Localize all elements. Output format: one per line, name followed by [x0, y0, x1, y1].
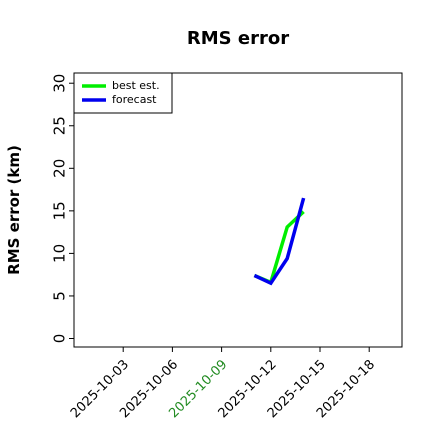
- y-tick-label: 20: [51, 159, 69, 178]
- y-tick-label: 5: [51, 291, 69, 301]
- y-tick-label: 30: [51, 74, 69, 93]
- y-axis-label: RMS error (km): [5, 145, 23, 275]
- y-tick-label: 15: [51, 201, 69, 220]
- y-tick-label: 25: [51, 116, 69, 135]
- y-tick-label: 0: [51, 334, 69, 344]
- legend-label: best est.: [112, 79, 160, 92]
- y-tick-label: 10: [51, 244, 69, 263]
- legend-box: [73, 72, 173, 114]
- chart-title: RMS error: [187, 28, 289, 49]
- series-line: [253, 197, 306, 286]
- legend-label: forecast: [112, 93, 157, 106]
- plot-frame: [73, 72, 403, 348]
